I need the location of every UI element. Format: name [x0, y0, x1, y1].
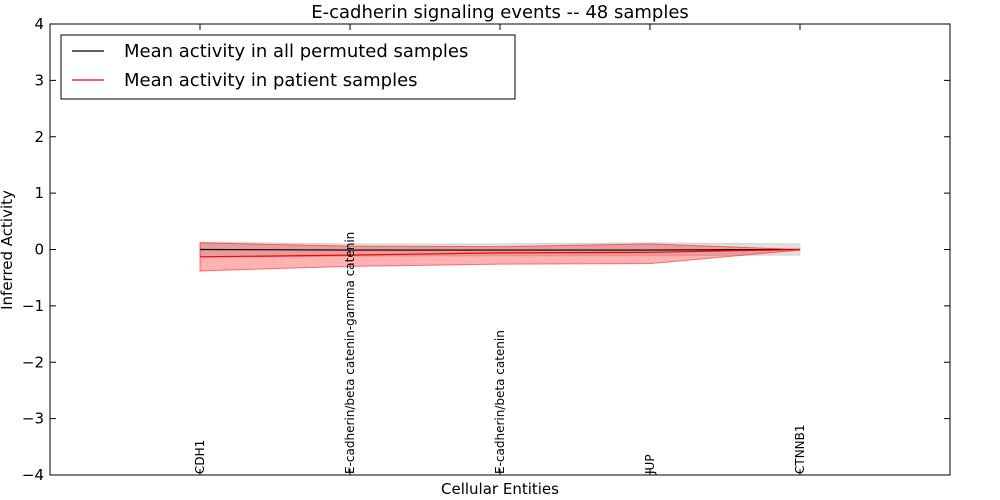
y-tick-label: 4	[34, 15, 44, 33]
plot-area	[199, 241, 801, 272]
y-tick-label: −1	[22, 297, 44, 315]
x-axis-label: Cellular Entities	[441, 480, 559, 498]
y-tick-label: 3	[34, 71, 44, 89]
x-category-label: CDH1	[193, 440, 207, 474]
x-category-label: CTNNB1	[793, 424, 807, 474]
series-1-line	[199, 248, 801, 258]
legend-entry: Mean activity in all permuted samples	[124, 41, 468, 62]
x-category-label: E-cadherin/beta catenin	[493, 330, 507, 474]
y-tick-label: −3	[22, 410, 44, 428]
x-category-label: JUP	[643, 454, 657, 475]
y-axis-label: Inferred Activity	[0, 190, 16, 310]
y-tick-label: −2	[22, 353, 44, 371]
series-0-line	[199, 248, 801, 251]
y-tick-label: 1	[34, 184, 44, 202]
series-1-band	[199, 242, 801, 272]
legend-box	[60, 34, 516, 100]
x-category-label: E-cadherin/beta catenin-gamma catenin	[343, 232, 357, 474]
y-tick-label: 0	[34, 241, 44, 259]
x-axis-categories: CDH1 E-cadherin/beta catenin-gamma cateni…	[193, 24, 807, 475]
y-tick-label: 2	[34, 128, 44, 146]
y-tick-label: −4	[22, 466, 44, 484]
legend: Mean activity in all permuted samples Mea…	[60, 34, 516, 100]
legend-entry: Mean activity in patient samples	[124, 70, 418, 91]
chart-title: E-cadherin signaling events -- 48 sample…	[311, 2, 689, 23]
y-axis-ticks: −4 −3 −2 −1 0 1 2 3 4	[22, 15, 950, 484]
